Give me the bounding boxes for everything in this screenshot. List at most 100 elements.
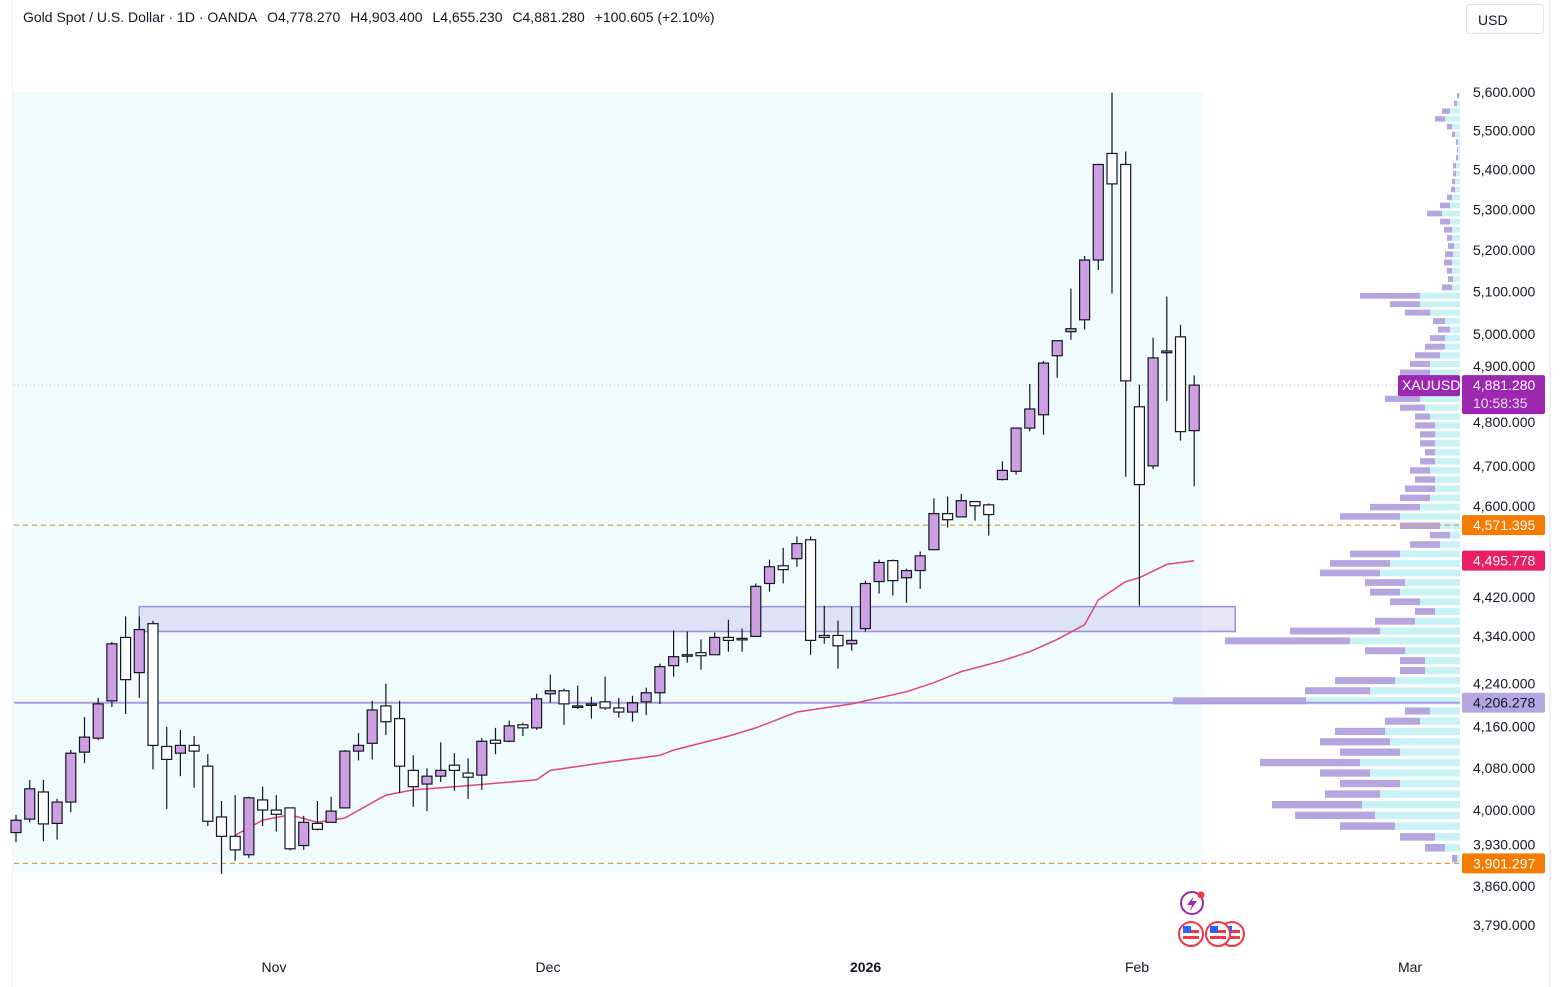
candle[interactable]: [1024, 383, 1036, 432]
candle[interactable]: [846, 606, 858, 651]
candle[interactable]: [681, 631, 693, 663]
candle[interactable]: [654, 663, 666, 704]
candle[interactable]: [777, 547, 789, 584]
candle[interactable]: [750, 583, 762, 638]
moving-average-line[interactable]: [234, 559, 1195, 836]
candle[interactable]: [667, 630, 680, 677]
candle[interactable]: [37, 779, 50, 842]
candle[interactable]: [763, 559, 776, 592]
candle[interactable]: [832, 620, 844, 669]
candle[interactable]: [257, 786, 269, 827]
candle[interactable]: [1133, 384, 1146, 606]
candle[interactable]: [243, 796, 255, 859]
candle[interactable]: [339, 750, 351, 809]
candle[interactable]: [1161, 296, 1173, 402]
candle[interactable]: [394, 700, 406, 794]
candle[interactable]: [24, 779, 36, 823]
candle[interactable]: [174, 729, 186, 777]
candle[interactable]: [92, 697, 104, 741]
candle[interactable]: [983, 503, 995, 536]
volume-profile-up-bar: [1420, 458, 1435, 465]
time-axis[interactable]: Nov Dec 2026 Feb Mar: [262, 959, 1423, 975]
candle[interactable]: [476, 738, 488, 790]
candle[interactable]: [1106, 92, 1118, 294]
candle[interactable]: [229, 795, 241, 861]
symbol-title[interactable]: Gold Spot / U.S. Dollar · 1D · OANDA: [23, 9, 258, 25]
candle[interactable]: [78, 717, 91, 764]
candle[interactable]: [489, 727, 502, 755]
candle[interactable]: [695, 639, 707, 670]
candle[interactable]: [1120, 151, 1132, 477]
candle[interactable]: [709, 632, 721, 656]
candle[interactable]: [51, 798, 63, 840]
candle[interactable]: [352, 733, 365, 761]
candle[interactable]: [298, 815, 310, 850]
candle[interactable]: [599, 676, 611, 710]
candle[interactable]: [284, 807, 296, 851]
us-flag-icon[interactable]: [1178, 921, 1204, 947]
us-flag-icon[interactable]: [1205, 921, 1231, 947]
lightning-event-icon[interactable]: [1180, 891, 1205, 915]
candle[interactable]: [941, 496, 954, 528]
candle[interactable]: [530, 693, 543, 730]
volume-profile-up-bar: [1440, 202, 1450, 209]
candle[interactable]: [270, 795, 282, 832]
candle[interactable]: [106, 641, 118, 707]
candle[interactable]: [873, 559, 885, 594]
candle[interactable]: [626, 695, 639, 722]
candle[interactable]: [380, 683, 392, 736]
candle[interactable]: [503, 720, 515, 743]
candle[interactable]: [1147, 337, 1159, 470]
candle[interactable]: [585, 696, 598, 719]
candle[interactable]: [1188, 375, 1200, 487]
candle[interactable]: [572, 685, 584, 709]
candle[interactable]: [1065, 288, 1077, 340]
currency-button[interactable]: USD: [1466, 4, 1544, 34]
candle[interactable]: [722, 619, 735, 652]
candle[interactable]: [133, 616, 145, 698]
candle[interactable]: [366, 700, 378, 760]
candle[interactable]: [119, 616, 132, 715]
candle[interactable]: [969, 500, 981, 521]
candle[interactable]: [818, 605, 830, 644]
candle[interactable]: [1174, 324, 1187, 441]
candle[interactable]: [435, 742, 447, 782]
supply-demand-zone[interactable]: [138, 605, 1237, 633]
candle[interactable]: [10, 814, 22, 843]
candle[interactable]: [517, 722, 529, 737]
candle[interactable]: [914, 551, 926, 589]
candle[interactable]: [859, 580, 872, 632]
candle[interactable]: [215, 800, 228, 874]
candle[interactable]: [900, 568, 913, 603]
candle[interactable]: [558, 688, 570, 725]
candle[interactable]: [448, 753, 460, 791]
candle[interactable]: [311, 800, 323, 831]
candle[interactable]: [202, 754, 214, 827]
volume-profile-up-bar: [1410, 360, 1430, 367]
candle[interactable]: [188, 736, 200, 788]
candle[interactable]: [421, 768, 433, 812]
candle[interactable]: [147, 620, 159, 770]
candle[interactable]: [791, 536, 803, 567]
price-axis[interactable]: 5,600.000 5,500.000 5,400.000 5,300.000 5,20…: [1473, 84, 1535, 933]
candle[interactable]: [928, 498, 940, 551]
candle[interactable]: [407, 755, 419, 807]
candle[interactable]: [640, 687, 652, 716]
candle[interactable]: [1037, 360, 1050, 435]
candle[interactable]: [613, 697, 625, 718]
candle[interactable]: [462, 758, 474, 799]
candle[interactable]: [65, 750, 77, 813]
candle[interactable]: [544, 674, 556, 703]
candle[interactable]: [1092, 163, 1104, 270]
candle[interactable]: [996, 461, 1009, 481]
candle[interactable]: [887, 559, 899, 596]
candle[interactable]: [736, 628, 748, 652]
candle[interactable]: [1051, 340, 1063, 378]
candle[interactable]: [1078, 255, 1091, 330]
candle[interactable]: [325, 796, 337, 823]
candle[interactable]: [161, 726, 173, 809]
candle[interactable]: [955, 493, 967, 518]
candle[interactable]: [804, 536, 817, 655]
candle[interactable]: [1010, 427, 1022, 475]
